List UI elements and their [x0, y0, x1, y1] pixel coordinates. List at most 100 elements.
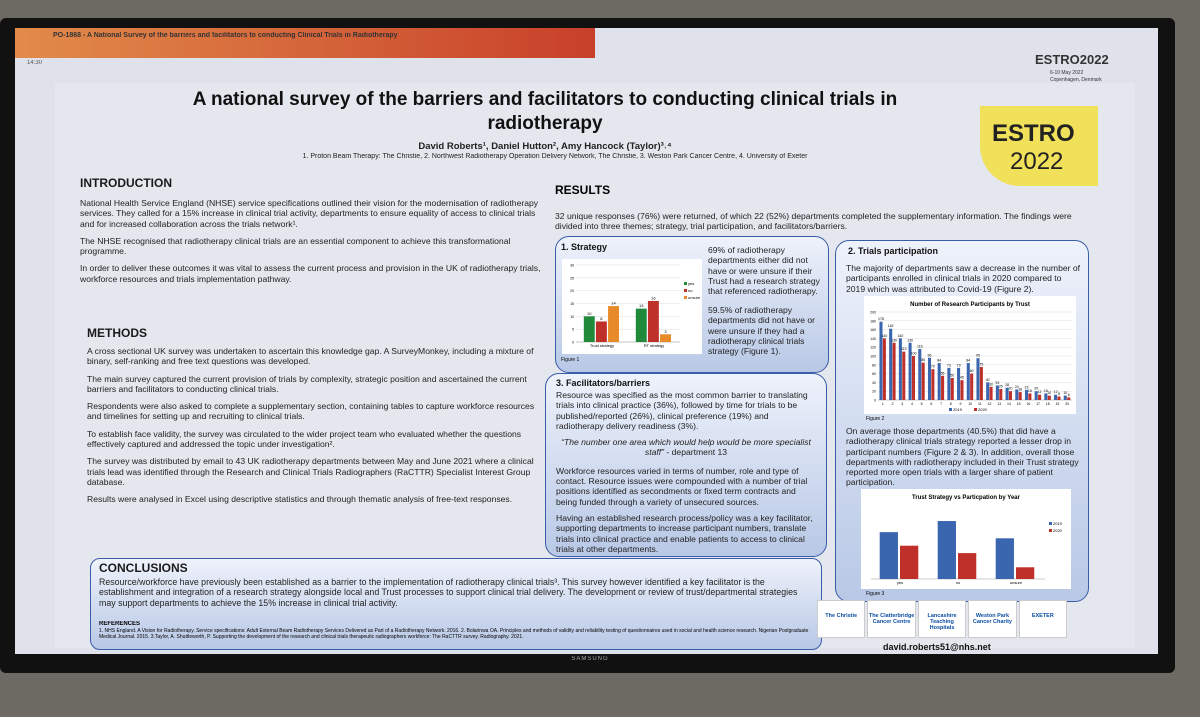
- bar: [1054, 394, 1058, 400]
- paragraph: Results were analysed in Excel using des…: [87, 494, 513, 505]
- legend-label: unsure: [688, 295, 701, 300]
- x-tick-label: 7: [940, 402, 942, 406]
- bar: [937, 521, 956, 579]
- x-tick-label: unsure: [1010, 580, 1023, 585]
- value-label: 3: [664, 329, 667, 334]
- value-label: 140: [897, 334, 903, 338]
- bar: [970, 373, 974, 400]
- session-title: PO-1868 - A National Survey of the barri…: [53, 32, 398, 39]
- caption: Figure 2: [866, 416, 885, 422]
- bar: [889, 328, 893, 400]
- figure-3: Trust Strategy vs Particpation by Year ye…: [861, 489, 1071, 589]
- value-label: 33: [995, 381, 999, 385]
- bar: [879, 532, 898, 579]
- authors: David Roberts¹, Daniel Hutton², Amy Hanc…: [418, 141, 672, 152]
- monitor-brand: SAMSUNG: [571, 656, 609, 662]
- legend-label: 2019: [953, 407, 963, 412]
- y-tick-label: 5: [572, 328, 574, 332]
- x-tick-label: 4: [911, 402, 913, 406]
- bar: [1015, 389, 1019, 400]
- y-tick-label: 40: [872, 381, 876, 385]
- bar: [986, 382, 990, 400]
- heading: CONCLUSIONS: [99, 561, 188, 575]
- bar: [1063, 395, 1067, 400]
- chart-title: Number of Research Participants by Trust: [910, 302, 1030, 308]
- session-time: 14:30: [27, 60, 43, 66]
- legend-swatch: [684, 289, 687, 292]
- value-label: 23: [1025, 385, 1029, 389]
- bar: [1047, 395, 1051, 400]
- value-label: 116: [917, 344, 923, 348]
- text: The majority of departments saw a decrea…: [846, 263, 1081, 294]
- value-label: 25: [999, 385, 1003, 389]
- bar: [999, 389, 1003, 400]
- bar: [958, 553, 977, 579]
- value-label: 6: [1068, 393, 1070, 397]
- bar: [911, 356, 916, 400]
- x-tick-label: 13: [997, 402, 1001, 406]
- y-tick-label: 80: [872, 363, 876, 367]
- x-tick-label: 8: [950, 402, 952, 406]
- value-label: 84: [966, 359, 970, 363]
- title: A national survey of the barriers and fa…: [192, 89, 898, 134]
- value-label: 73: [957, 363, 961, 367]
- heading: 1. Strategy: [561, 242, 608, 252]
- bar: [1038, 394, 1042, 400]
- affiliations: 1. Proton Beam Therapy: The Christie, 2.…: [302, 153, 808, 160]
- x-tick-label: 18: [1046, 402, 1050, 406]
- introduction: INTRODUCTION National Health Service Eng…: [80, 176, 550, 326]
- paragraph: National Health Service England (NHSE) s…: [80, 198, 539, 229]
- legend-label: 2020: [1053, 528, 1063, 533]
- value-label: 18: [1018, 388, 1022, 392]
- value-label: 100: [911, 352, 917, 356]
- value-label: 50: [950, 374, 954, 378]
- estro-logo: ESTRO 2022: [980, 106, 1098, 186]
- results-heading: RESULTS: [555, 183, 611, 197]
- bar: [1028, 393, 1032, 400]
- bar: [931, 369, 935, 400]
- y-tick-label: 0: [874, 399, 876, 403]
- x-tick-label: 19: [1055, 402, 1059, 406]
- chart-title: Trust Strategy vs Particpation by Year: [912, 495, 1021, 501]
- methods: METHODS A cross sectional UK survey was …: [87, 326, 547, 546]
- quote-source: - department 13: [666, 447, 728, 458]
- value-label: 24: [1015, 385, 1019, 389]
- logo: The Christie: [817, 600, 866, 638]
- value-label: 60: [970, 369, 974, 373]
- caption: Figure 3: [866, 591, 885, 597]
- bar: [892, 342, 896, 400]
- y-tick-label: 160: [870, 328, 876, 332]
- x-tick-label: 17: [1036, 402, 1040, 406]
- value-label: 85: [921, 358, 925, 362]
- figure-2: Number of Research Participants by Trust…: [864, 296, 1076, 414]
- bar: [1057, 396, 1061, 400]
- results-intro: 32 unique responses (76%) were returned,…: [555, 211, 1072, 232]
- value-label: 8: [1058, 392, 1060, 396]
- bar: [660, 334, 671, 342]
- value-label: 95: [976, 354, 980, 358]
- strategy-text: 69% of radiotherapy departments either d…: [708, 245, 820, 297]
- poster: PO-1868 - A National Survey of the barri…: [15, 28, 1158, 654]
- legend-swatch: [684, 296, 687, 299]
- logo: EXETER: [1018, 600, 1067, 638]
- bar: [879, 321, 883, 400]
- legend-label: 2019: [1053, 521, 1063, 526]
- bar: [595, 321, 607, 342]
- logo-top: ESTRO: [992, 120, 1075, 147]
- bar: [1005, 387, 1009, 400]
- bar: [1024, 389, 1029, 400]
- paragraph: Respondents were also asked to complete …: [87, 401, 535, 422]
- logo-bottom: 2022: [1010, 148, 1064, 175]
- brand: ESTRO2022: [1035, 52, 1109, 67]
- bar: [995, 385, 999, 400]
- strategy-box: 1. Strategy 0 5 10 15 20 25 30 Trust strategy 10…: [555, 236, 829, 373]
- x-tick-label: yes: [897, 580, 903, 585]
- y-tick-label: 10: [570, 315, 574, 319]
- x-tick-label: Trust strategy: [590, 343, 614, 348]
- value-label: 15: [1028, 389, 1032, 393]
- paragraph: The main survey captured the current pro…: [87, 373, 527, 394]
- value-label: 45: [960, 376, 964, 380]
- heading: 2. Trials participation: [848, 246, 939, 256]
- bar: [937, 363, 941, 400]
